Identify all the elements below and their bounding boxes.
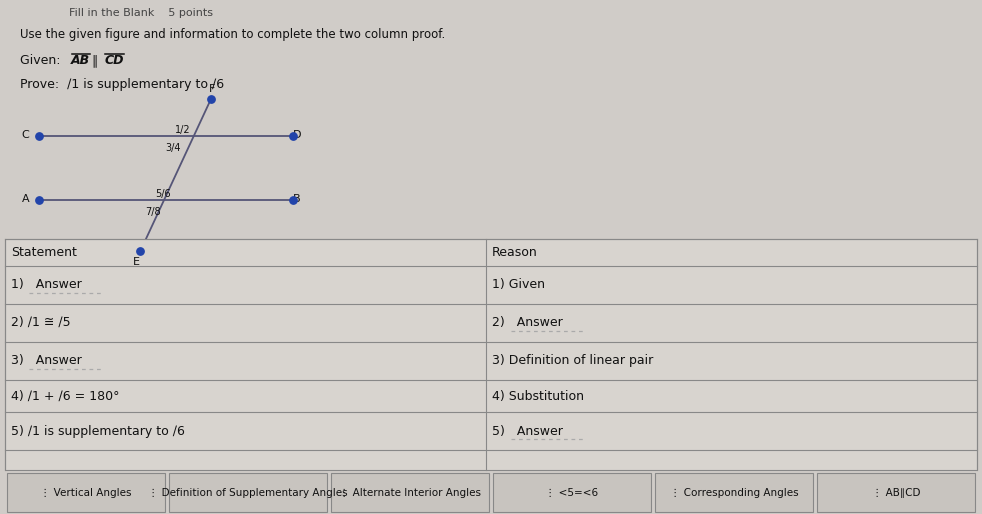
Text: ∥: ∥ [91, 54, 97, 67]
Point [203, 95, 219, 103]
FancyBboxPatch shape [7, 473, 165, 512]
Text: 2) ∕1 ≅ ∕5: 2) ∕1 ≅ ∕5 [11, 316, 71, 329]
FancyBboxPatch shape [169, 473, 327, 512]
Text: D: D [293, 130, 301, 140]
Text: 1/2: 1/2 [175, 125, 191, 135]
Text: ⋮ Definition of Supplementary Angles: ⋮ Definition of Supplementary Angles [148, 488, 348, 498]
Text: A: A [22, 194, 29, 205]
Text: 5) ∕1 is supplementary to ∕6: 5) ∕1 is supplementary to ∕6 [11, 425, 185, 438]
FancyBboxPatch shape [331, 473, 489, 512]
Text: B: B [293, 194, 300, 205]
Text: AB: AB [71, 54, 89, 67]
Text: Statement: Statement [11, 246, 77, 259]
Point [285, 132, 300, 140]
Text: Prove:  ∕1 is supplementary to ∕6: Prove: ∕1 is supplementary to ∕6 [20, 78, 224, 91]
Text: 4) Substitution: 4) Substitution [492, 390, 584, 402]
Text: 1)   Answer: 1) Answer [11, 278, 82, 291]
Text: 5)   Answer: 5) Answer [492, 425, 563, 438]
Text: F: F [209, 84, 215, 94]
Text: 3/4: 3/4 [165, 143, 181, 153]
Text: 2)   Answer: 2) Answer [492, 316, 563, 329]
FancyBboxPatch shape [493, 473, 651, 512]
Text: E: E [133, 257, 139, 267]
Text: Fill in the Blank    5 points: Fill in the Blank 5 points [69, 8, 213, 17]
Text: ⋮ Corresponding Angles: ⋮ Corresponding Angles [670, 488, 798, 498]
Text: ⋮ Alternate Interior Angles: ⋮ Alternate Interior Angles [339, 488, 481, 498]
Text: ⋮ Vertical Angles: ⋮ Vertical Angles [40, 488, 132, 498]
Point [285, 196, 300, 205]
Text: Use the given figure and information to complete the two column proof.: Use the given figure and information to … [20, 28, 445, 41]
Point [31, 132, 47, 140]
Text: CD: CD [104, 54, 124, 67]
Text: Given:: Given: [20, 54, 64, 67]
Point [133, 247, 148, 255]
Text: Reason: Reason [492, 246, 538, 259]
FancyBboxPatch shape [655, 473, 813, 512]
Point [31, 196, 47, 205]
Text: 1) Given: 1) Given [492, 278, 545, 291]
FancyBboxPatch shape [817, 473, 975, 512]
Text: ⋮ <5=<6: ⋮ <5=<6 [545, 488, 599, 498]
Text: 5/6: 5/6 [155, 189, 171, 199]
FancyBboxPatch shape [5, 239, 977, 470]
Text: 3) Definition of linear pair: 3) Definition of linear pair [492, 354, 653, 368]
Text: 7/8: 7/8 [145, 207, 161, 216]
Text: ⋮ AB∥CD: ⋮ AB∥CD [872, 488, 920, 498]
Text: 3)   Answer: 3) Answer [11, 354, 82, 368]
Text: 4) ∕1 + ∕6 = 180°: 4) ∕1 + ∕6 = 180° [11, 390, 119, 402]
Text: C: C [22, 130, 29, 140]
